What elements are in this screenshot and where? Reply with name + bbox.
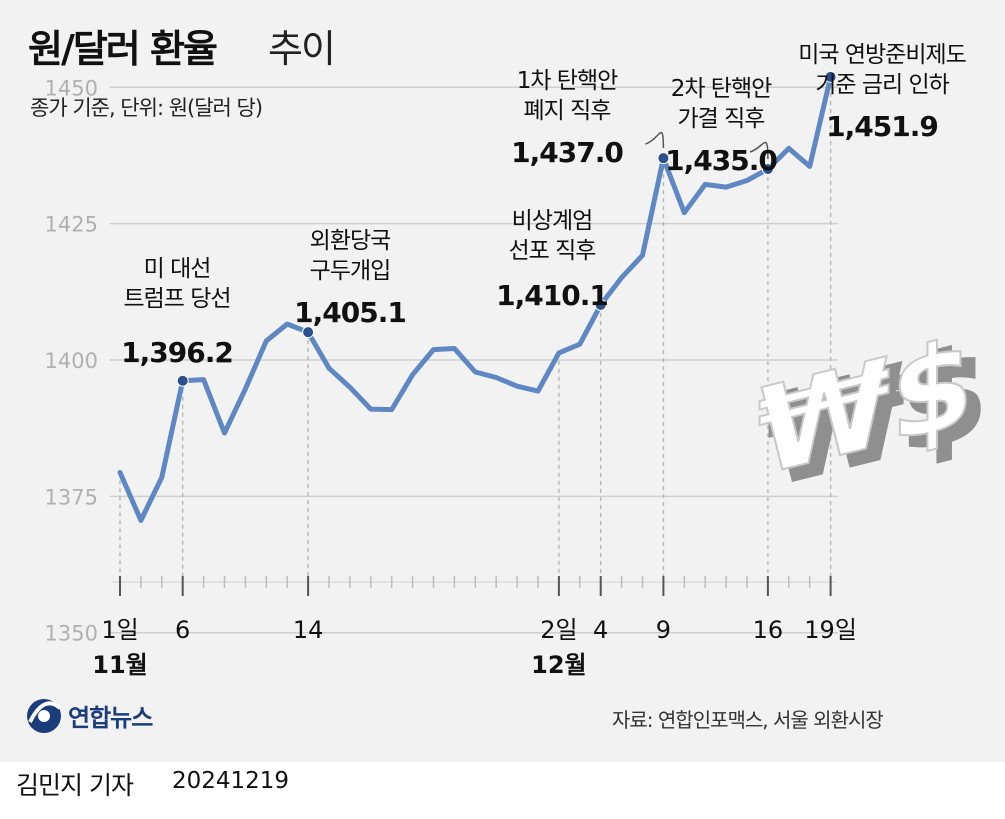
y-tick-label: 1450 <box>45 76 98 100</box>
yonhap-logo-icon <box>27 699 62 733</box>
x-tick-label: 14 <box>293 616 324 644</box>
event-marker <box>824 70 837 83</box>
event-value-label: 1,396.2 <box>121 336 233 369</box>
chart-title-suffix: 추이 <box>268 27 336 71</box>
chart-subtitle: 종가 기준, 단위: 원(달러 당) <box>30 96 263 120</box>
series-line <box>117 74 834 523</box>
event-label: 폐지 직후 <box>524 98 611 124</box>
event-value-label: 1,405.1 <box>294 296 406 329</box>
event-marker <box>176 374 189 387</box>
x-tick-label: 16 <box>753 616 784 644</box>
y-tick-label: 1425 <box>45 213 98 237</box>
event-label: 2차 탄핵안 <box>671 76 772 102</box>
won-dollar-symbol-icon: ₩$ ₩$ <box>757 309 989 516</box>
event-label: 외환당국 <box>310 228 391 254</box>
callout-leader <box>645 132 665 149</box>
event-label: 비상계엄 <box>512 208 593 234</box>
event-value-label: 1,435.0 <box>665 144 777 177</box>
event-marker <box>302 326 315 339</box>
event-marker <box>657 152 670 165</box>
event-value-label: 1,451.9 <box>826 110 938 143</box>
event-label: 미 대선 <box>144 256 211 282</box>
publish-date: 20241219 <box>172 768 290 794</box>
event-label: 미국 연방준비제도 <box>798 42 966 68</box>
month-label: 12월 <box>531 651 586 679</box>
event-value-label: 1,437.0 <box>511 136 623 169</box>
reporter-credit: 김민지 기자 <box>16 771 134 800</box>
source-note: 자료: 연합인포맥스, 서울 외환시장 <box>612 708 884 732</box>
x-tick-label: 1일 <box>101 616 138 644</box>
x-tick-label: 6 <box>175 616 190 644</box>
won-dollar-face: ₩$ <box>758 310 974 504</box>
event-marker <box>594 298 607 311</box>
x-tick-label: 9 <box>656 616 671 644</box>
callout-leader <box>749 141 769 160</box>
event-label: 1차 탄핵안 <box>517 68 618 94</box>
x-tick-label: 2일 <box>540 616 577 644</box>
y-tick-label: 1400 <box>45 349 98 373</box>
event-label: 선포 직후 <box>509 238 596 264</box>
agency-name: 연합뉴스 <box>68 704 153 732</box>
event-label: 기준 금리 인하 <box>815 72 949 98</box>
event-label: 가결 직후 <box>678 106 765 132</box>
y-tick-label: 1350 <box>45 622 98 646</box>
event-label: 트럼프 당선 <box>123 286 230 312</box>
y-tick-label: 1375 <box>45 485 98 509</box>
x-tick-label: 19일 <box>804 616 857 644</box>
event-value-label: 1,410.1 <box>496 279 608 312</box>
event-marker <box>761 163 774 176</box>
month-label: 11월 <box>92 651 147 679</box>
x-tick-label: 4 <box>593 616 608 644</box>
chart-title: 원/달러 환율 <box>28 27 218 71</box>
event-label: 구두개입 <box>310 258 391 284</box>
footer-bar <box>0 762 1005 819</box>
